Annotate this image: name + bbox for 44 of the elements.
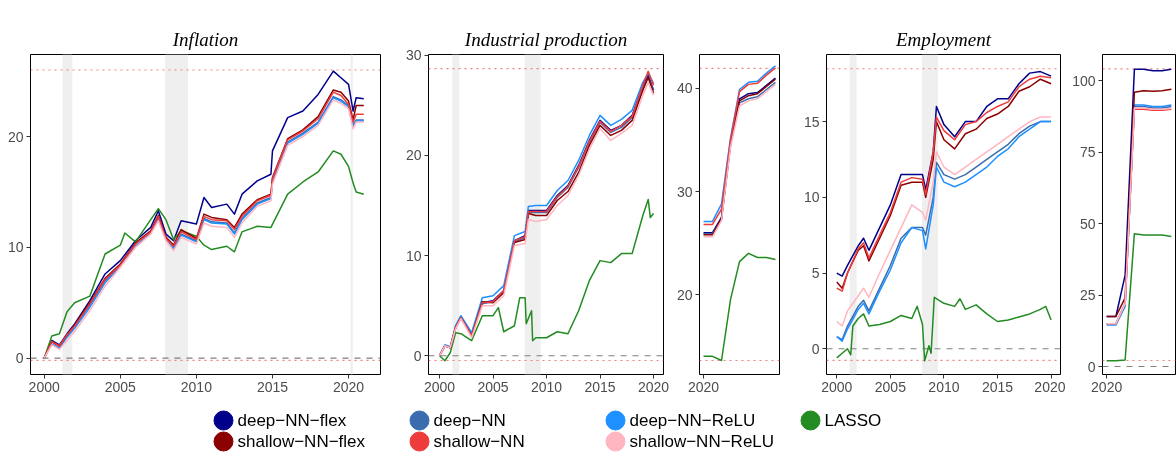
- y-tick-label: 100: [1072, 72, 1096, 89]
- chart-title: Industrial production: [463, 28, 628, 50]
- x-tick-label: 2020: [332, 378, 365, 395]
- x-tick-label: 2015: [256, 378, 289, 395]
- x-tick-label: 2005: [477, 378, 509, 395]
- legend-label: shallow−NN: [433, 432, 525, 451]
- y-tick-label: 15: [803, 113, 820, 130]
- x-tick-label: 2020: [1034, 378, 1066, 395]
- x-tick-label: 2005: [874, 378, 907, 395]
- chart-title: Employment: [895, 28, 992, 50]
- y-tick-label: 0: [811, 340, 820, 357]
- y-tick-label: 20: [676, 286, 693, 303]
- x-tick-label: 2000: [423, 378, 456, 395]
- legend-label: deep−NN−ReLU: [629, 411, 756, 430]
- y-tick-label: 75: [1079, 144, 1096, 161]
- x-tick-label: 2010: [180, 378, 213, 395]
- y-tick-label: 10: [803, 189, 820, 206]
- y-tick-label: 25: [1079, 287, 1096, 304]
- y-tick-label: 30: [405, 47, 422, 64]
- y-tick-label: 5: [811, 265, 820, 282]
- legend-label: shallow−NN−flex: [237, 432, 366, 451]
- x-tick-label: 2000: [821, 378, 853, 395]
- y-tick-label: 20: [405, 147, 422, 164]
- legend-label: shallow−NN−ReLU: [629, 432, 775, 451]
- legend-label: deep−NN: [433, 411, 506, 430]
- x-tick-label: 2015: [981, 378, 1014, 395]
- x-tick-label: 2010: [928, 378, 960, 395]
- y-tick-label: 10: [7, 239, 24, 256]
- y-tick-label: 50: [1079, 215, 1096, 232]
- x-tick-label: 2000: [28, 378, 60, 395]
- legend-label: deep−NN−flex: [237, 411, 347, 430]
- y-tick-label: 0: [1087, 358, 1096, 375]
- y-tick-label: 30: [676, 183, 693, 200]
- x-tick-label: 2015: [584, 378, 616, 395]
- x-tick-label: 2020: [637, 378, 670, 395]
- y-tick-label: 40: [676, 80, 693, 97]
- y-tick-label: 10: [405, 247, 422, 264]
- x-tick-label: 2005: [104, 378, 137, 395]
- legend-label: LASSO: [824, 411, 882, 430]
- y-tick-label: 20: [7, 128, 24, 145]
- y-tick-label: 0: [15, 350, 24, 367]
- x-tick-label: 2010: [530, 378, 563, 395]
- chart-title: Inflation: [171, 28, 239, 50]
- y-tick-label: 0: [413, 347, 422, 364]
